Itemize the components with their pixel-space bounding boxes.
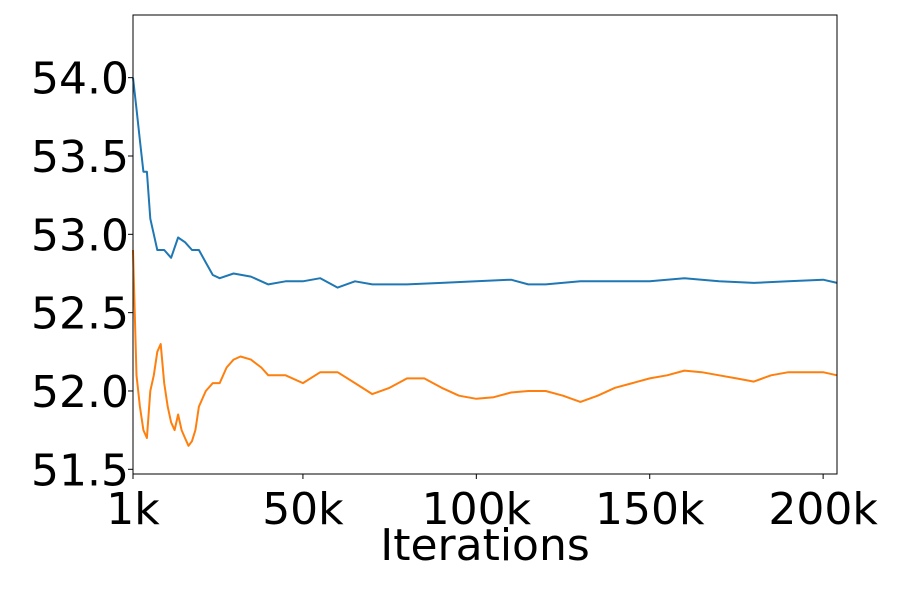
x-tick-label: 50k: [262, 484, 344, 535]
y-tick-label: 52.0: [31, 367, 129, 418]
y-tick-label: 53.0: [31, 210, 129, 261]
x-tick-label: 1k: [106, 484, 160, 535]
x-axis-label: Iterations: [380, 520, 590, 571]
plot-frame: [132, 14, 838, 475]
x-tick-label: 150k: [595, 484, 705, 535]
y-tick-label: 53.5: [31, 132, 129, 183]
series-line: [132, 249, 838, 447]
y-tick-label: 54.0: [31, 54, 129, 105]
x-tick-label: 100k: [422, 484, 532, 535]
y-tick-label: 51.5: [31, 445, 129, 496]
x-tick-label: 200k: [768, 484, 878, 535]
series-line: [132, 77, 838, 289]
y-tick-label: 52.5: [31, 289, 129, 340]
